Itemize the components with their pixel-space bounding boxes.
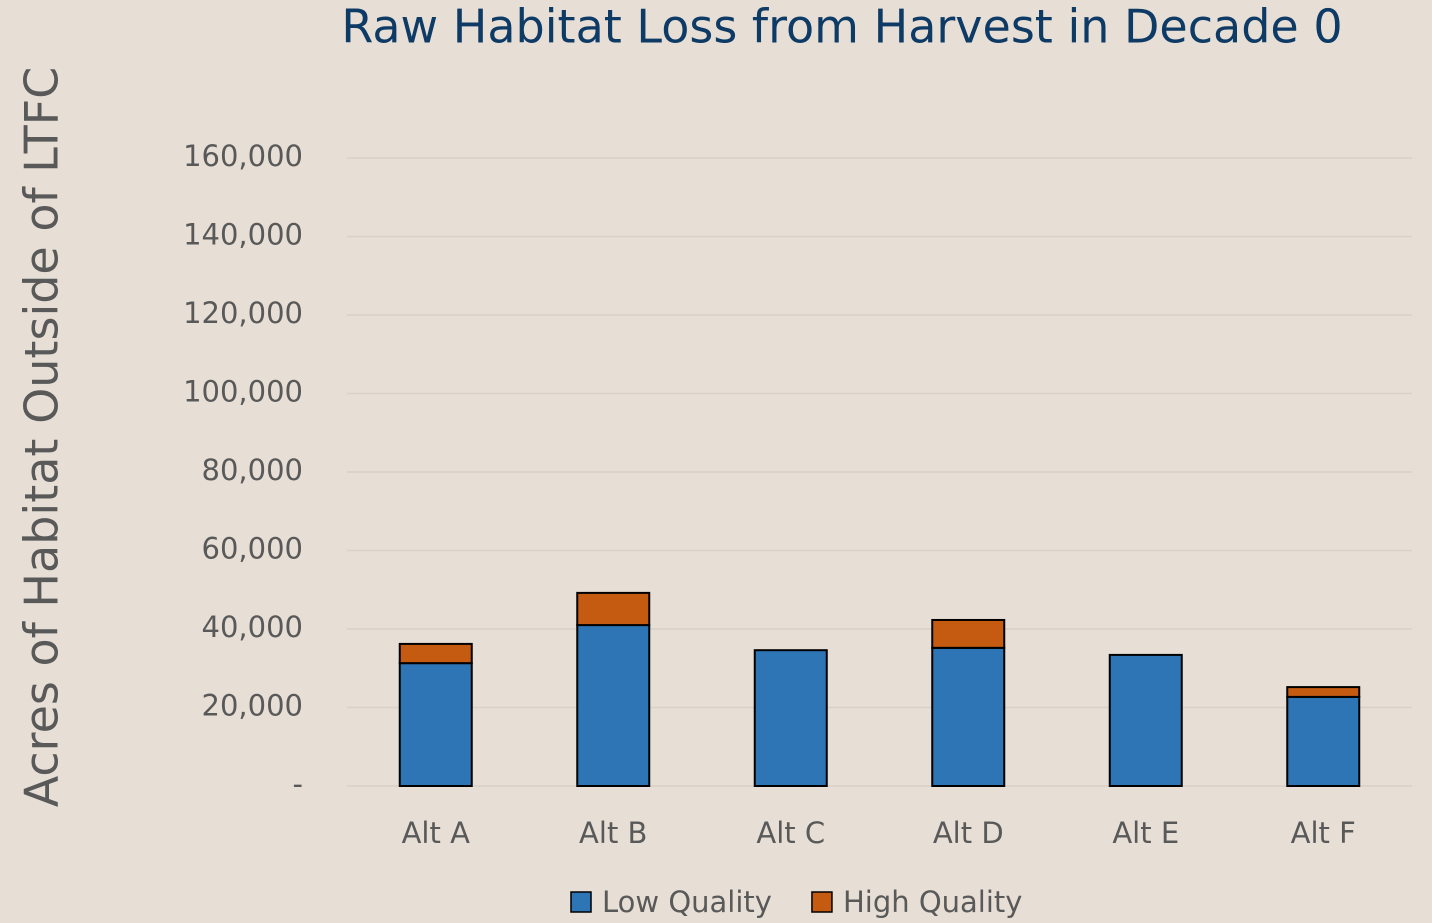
- x-tick-label: Alt F: [1291, 816, 1356, 850]
- chart-title: Raw Habitat Loss from Harvest in Decade …: [341, 0, 1342, 54]
- bar-segment: [398, 642, 473, 665]
- bar-segment: [398, 662, 473, 788]
- y-tick-label: 60,000: [202, 532, 303, 566]
- legend-label: Low Quality: [602, 885, 772, 919]
- bar-segment: [931, 646, 1006, 788]
- bar-segment: [1286, 686, 1361, 698]
- legend-label: High Quality: [843, 885, 1023, 919]
- bar-segment: [931, 618, 1006, 649]
- y-tick-label: 40,000: [202, 610, 303, 644]
- bar-segment: [1108, 653, 1183, 788]
- y-tick-label: 20,000: [202, 689, 303, 723]
- bar-segment: [1286, 695, 1361, 788]
- x-tick-label: Alt E: [1112, 816, 1179, 850]
- x-tick-label: Alt B: [579, 816, 647, 850]
- y-tick-label: 100,000: [183, 375, 303, 409]
- y-tick-label: 80,000: [202, 453, 303, 487]
- y-axis-label: Acres of Habitat Outside of LTFC: [15, 67, 69, 808]
- y-tick-label: 120,000: [183, 296, 303, 330]
- x-tick-label: Alt C: [756, 816, 825, 850]
- y-tick-label: 140,000: [183, 218, 303, 252]
- bar-segment: [576, 624, 651, 788]
- x-tick-label: Alt D: [933, 816, 1004, 850]
- legend-swatch: [570, 891, 592, 913]
- legend-swatch: [811, 891, 833, 913]
- bar-segment: [753, 649, 828, 787]
- y-tick-label: 160,000: [183, 139, 303, 173]
- bar-segment: [576, 591, 651, 627]
- x-tick-label: Alt A: [402, 816, 470, 850]
- y-tick-label: -: [293, 767, 303, 801]
